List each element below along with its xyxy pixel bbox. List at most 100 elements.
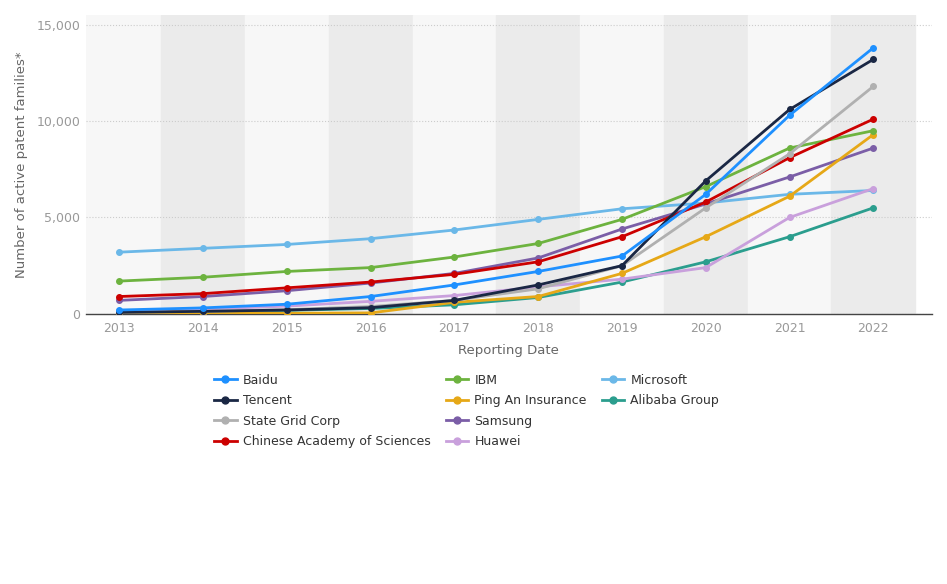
Bar: [413, 15, 496, 314]
Huawei: [281, 303, 293, 310]
Alibaba Group: [700, 258, 711, 265]
Samsung: [281, 287, 293, 294]
Ping An Insurance: [784, 193, 795, 200]
Huawei: [867, 185, 879, 192]
IBM: [114, 277, 125, 284]
Samsung: [114, 297, 125, 304]
Line: Huawei: Huawei: [116, 186, 876, 314]
Huawei: [532, 283, 544, 290]
State Grid Corp: [616, 262, 628, 269]
Tencent: [532, 281, 544, 288]
Microsoft: [867, 187, 879, 194]
Baidu: [114, 307, 125, 314]
Ping An Insurance: [281, 310, 293, 317]
Microsoft: [532, 216, 544, 223]
X-axis label: Reporting Date: Reporting Date: [458, 343, 560, 357]
Line: Chinese Academy of Sciences: Chinese Academy of Sciences: [116, 116, 876, 299]
Huawei: [114, 307, 125, 314]
Huawei: [365, 298, 376, 305]
Chinese Academy of Sciences: [700, 199, 711, 206]
Bar: [831, 15, 915, 314]
IBM: [867, 127, 879, 134]
Ping An Insurance: [532, 293, 544, 300]
Ping An Insurance: [197, 310, 208, 317]
Alibaba Group: [616, 279, 628, 286]
Baidu: [784, 112, 795, 119]
Baidu: [700, 191, 711, 198]
Line: Baidu: Baidu: [116, 45, 876, 313]
State Grid Corp: [197, 308, 208, 315]
IBM: [616, 216, 628, 223]
Baidu: [281, 301, 293, 308]
Bar: [581, 15, 664, 314]
Microsoft: [197, 245, 208, 252]
Huawei: [616, 276, 628, 283]
Tencent: [281, 307, 293, 314]
Baidu: [532, 268, 544, 275]
Tencent: [114, 309, 125, 316]
IBM: [449, 253, 460, 260]
Samsung: [784, 173, 795, 180]
Y-axis label: Number of active patent families*: Number of active patent families*: [15, 51, 28, 278]
Alibaba Group: [365, 305, 376, 312]
Tencent: [700, 178, 711, 185]
State Grid Corp: [449, 297, 460, 304]
Samsung: [449, 270, 460, 277]
Line: Alibaba Group: Alibaba Group: [116, 205, 876, 316]
State Grid Corp: [281, 306, 293, 313]
IBM: [197, 274, 208, 281]
Chinese Academy of Sciences: [867, 116, 879, 123]
Bar: [161, 15, 245, 314]
Samsung: [867, 145, 879, 152]
IBM: [532, 240, 544, 247]
Line: IBM: IBM: [116, 128, 876, 284]
Tencent: [784, 106, 795, 113]
IBM: [784, 145, 795, 152]
Samsung: [700, 200, 711, 207]
Bar: [664, 15, 748, 314]
Line: State Grid Corp: State Grid Corp: [116, 84, 876, 315]
State Grid Corp: [365, 303, 376, 310]
Ping An Insurance: [616, 270, 628, 277]
Baidu: [365, 293, 376, 300]
Alibaba Group: [197, 309, 208, 316]
IBM: [700, 183, 711, 190]
Microsoft: [281, 241, 293, 248]
Ping An Insurance: [114, 310, 125, 317]
Microsoft: [114, 249, 125, 256]
Bar: [748, 15, 831, 314]
Bar: [245, 15, 329, 314]
Samsung: [616, 225, 628, 232]
Ping An Insurance: [867, 131, 879, 138]
Chinese Academy of Sciences: [365, 279, 376, 286]
Bar: [78, 15, 161, 314]
Ping An Insurance: [365, 310, 376, 317]
Chinese Academy of Sciences: [616, 233, 628, 240]
Huawei: [784, 214, 795, 221]
Samsung: [532, 255, 544, 262]
Legend: Baidu, Tencent, State Grid Corp, Chinese Academy of Sciences, IBM, Ping An Insur: Baidu, Tencent, State Grid Corp, Chinese…: [214, 374, 719, 449]
Baidu: [867, 44, 879, 51]
Chinese Academy of Sciences: [532, 258, 544, 265]
Baidu: [197, 304, 208, 311]
Alibaba Group: [449, 301, 460, 308]
State Grid Corp: [867, 83, 879, 90]
Ping An Insurance: [700, 233, 711, 240]
Huawei: [700, 264, 711, 271]
Alibaba Group: [114, 310, 125, 317]
Tencent: [867, 56, 879, 63]
IBM: [281, 268, 293, 275]
State Grid Corp: [114, 309, 125, 316]
State Grid Corp: [532, 286, 544, 293]
Chinese Academy of Sciences: [197, 290, 208, 297]
State Grid Corp: [784, 150, 795, 157]
IBM: [365, 264, 376, 271]
Huawei: [197, 305, 208, 312]
Bar: [496, 15, 581, 314]
Samsung: [365, 280, 376, 287]
Microsoft: [365, 235, 376, 242]
Tencent: [197, 308, 208, 315]
Alibaba Group: [784, 233, 795, 240]
Samsung: [197, 293, 208, 300]
Line: Ping An Insurance: Ping An Insurance: [116, 132, 876, 317]
